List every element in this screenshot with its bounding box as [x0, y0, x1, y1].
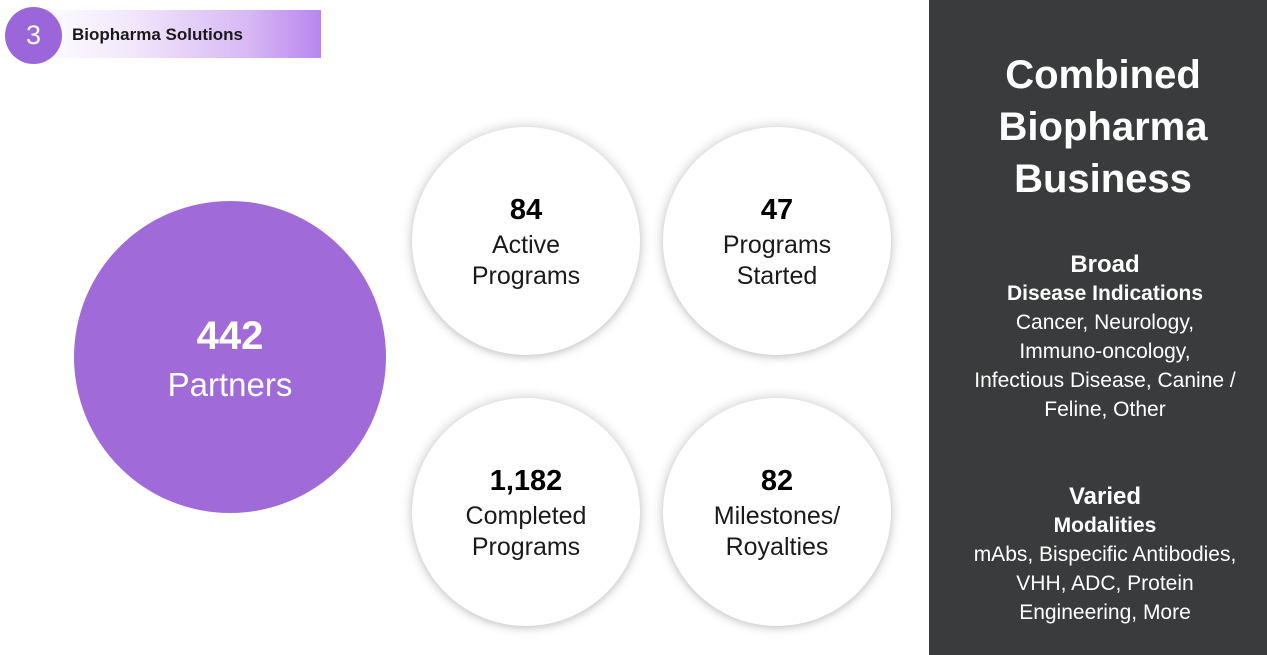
partners-circle: 442 Partners: [74, 201, 386, 513]
summary-panel: Combined Biopharma Business Broad Diseas…: [929, 0, 1267, 655]
stat-label-line: Active: [491, 231, 561, 259]
stat-label-line: Milestones/: [713, 502, 841, 530]
section-header-bar: [34, 10, 321, 58]
stat-circle-programs-started: 47 Programs Started: [663, 127, 891, 355]
disease-indications-group: Broad Disease Indications Cancer, Neurol…: [925, 250, 1267, 424]
section-title: Biopharma Solutions: [72, 25, 243, 44]
partners-value: 442: [196, 314, 264, 358]
group-body: mAbs, Bispecific Antibodies, VHH, ADC, P…: [925, 540, 1267, 627]
stat-label-line: Programs: [471, 533, 581, 561]
group-title: Broad: [1070, 251, 1140, 278]
stat-value: 82: [760, 465, 794, 497]
group-body-line: Feline, Other: [1044, 398, 1166, 421]
group-body: Cancer, Neurology, Immuno-oncology, Infe…: [925, 308, 1267, 424]
stat-circle-active-programs: 84 Active Programs: [412, 127, 640, 355]
group-body-line: VHH, ADC, Protein: [1016, 572, 1194, 595]
stat-label-line: Programs: [722, 231, 832, 259]
group-body-line: Cancer, Neurology,: [1015, 311, 1195, 334]
stat-value: 84: [509, 194, 543, 226]
stat-value: 1,182: [489, 465, 563, 497]
stat-label-line: Royalties: [725, 533, 829, 561]
stat-label: Programs Started: [663, 230, 891, 292]
stat-label-line: Started: [736, 262, 818, 290]
group-body-line: Immuno-oncology,: [1019, 340, 1191, 363]
group-subtitle: Modalities: [1053, 514, 1157, 537]
stat-label-line: Completed: [465, 502, 587, 530]
section-number-badge: 3: [5, 7, 62, 64]
panel-heading: Combined Biopharma Business: [929, 49, 1267, 205]
panel-heading-line: Biopharma: [998, 105, 1208, 149]
stat-label: Active Programs: [412, 230, 640, 292]
stat-label: Completed Programs: [412, 501, 640, 563]
group-body-line: Infectious Disease, Canine /: [974, 369, 1236, 392]
partners-label: Partners: [167, 366, 293, 403]
stat-circle-milestones-royalties: 82 Milestones/ Royalties: [663, 398, 891, 626]
group-body-line: Engineering, More: [1019, 601, 1191, 624]
group-body-line: mAbs, Bispecific Antibodies,: [973, 543, 1237, 566]
stat-label: Milestones/ Royalties: [663, 501, 891, 563]
modalities-group: Varied Modalities mAbs, Bispecific Antib…: [925, 482, 1267, 627]
group-subtitle: Disease Indications: [1006, 282, 1204, 305]
panel-heading-line: Business: [1014, 157, 1192, 201]
stat-value: 47: [760, 194, 794, 226]
stat-circle-completed-programs: 1,182 Completed Programs: [412, 398, 640, 626]
group-title: Varied: [1068, 483, 1142, 510]
panel-heading-line: Combined: [1005, 53, 1201, 97]
stat-label-line: Programs: [471, 262, 581, 290]
